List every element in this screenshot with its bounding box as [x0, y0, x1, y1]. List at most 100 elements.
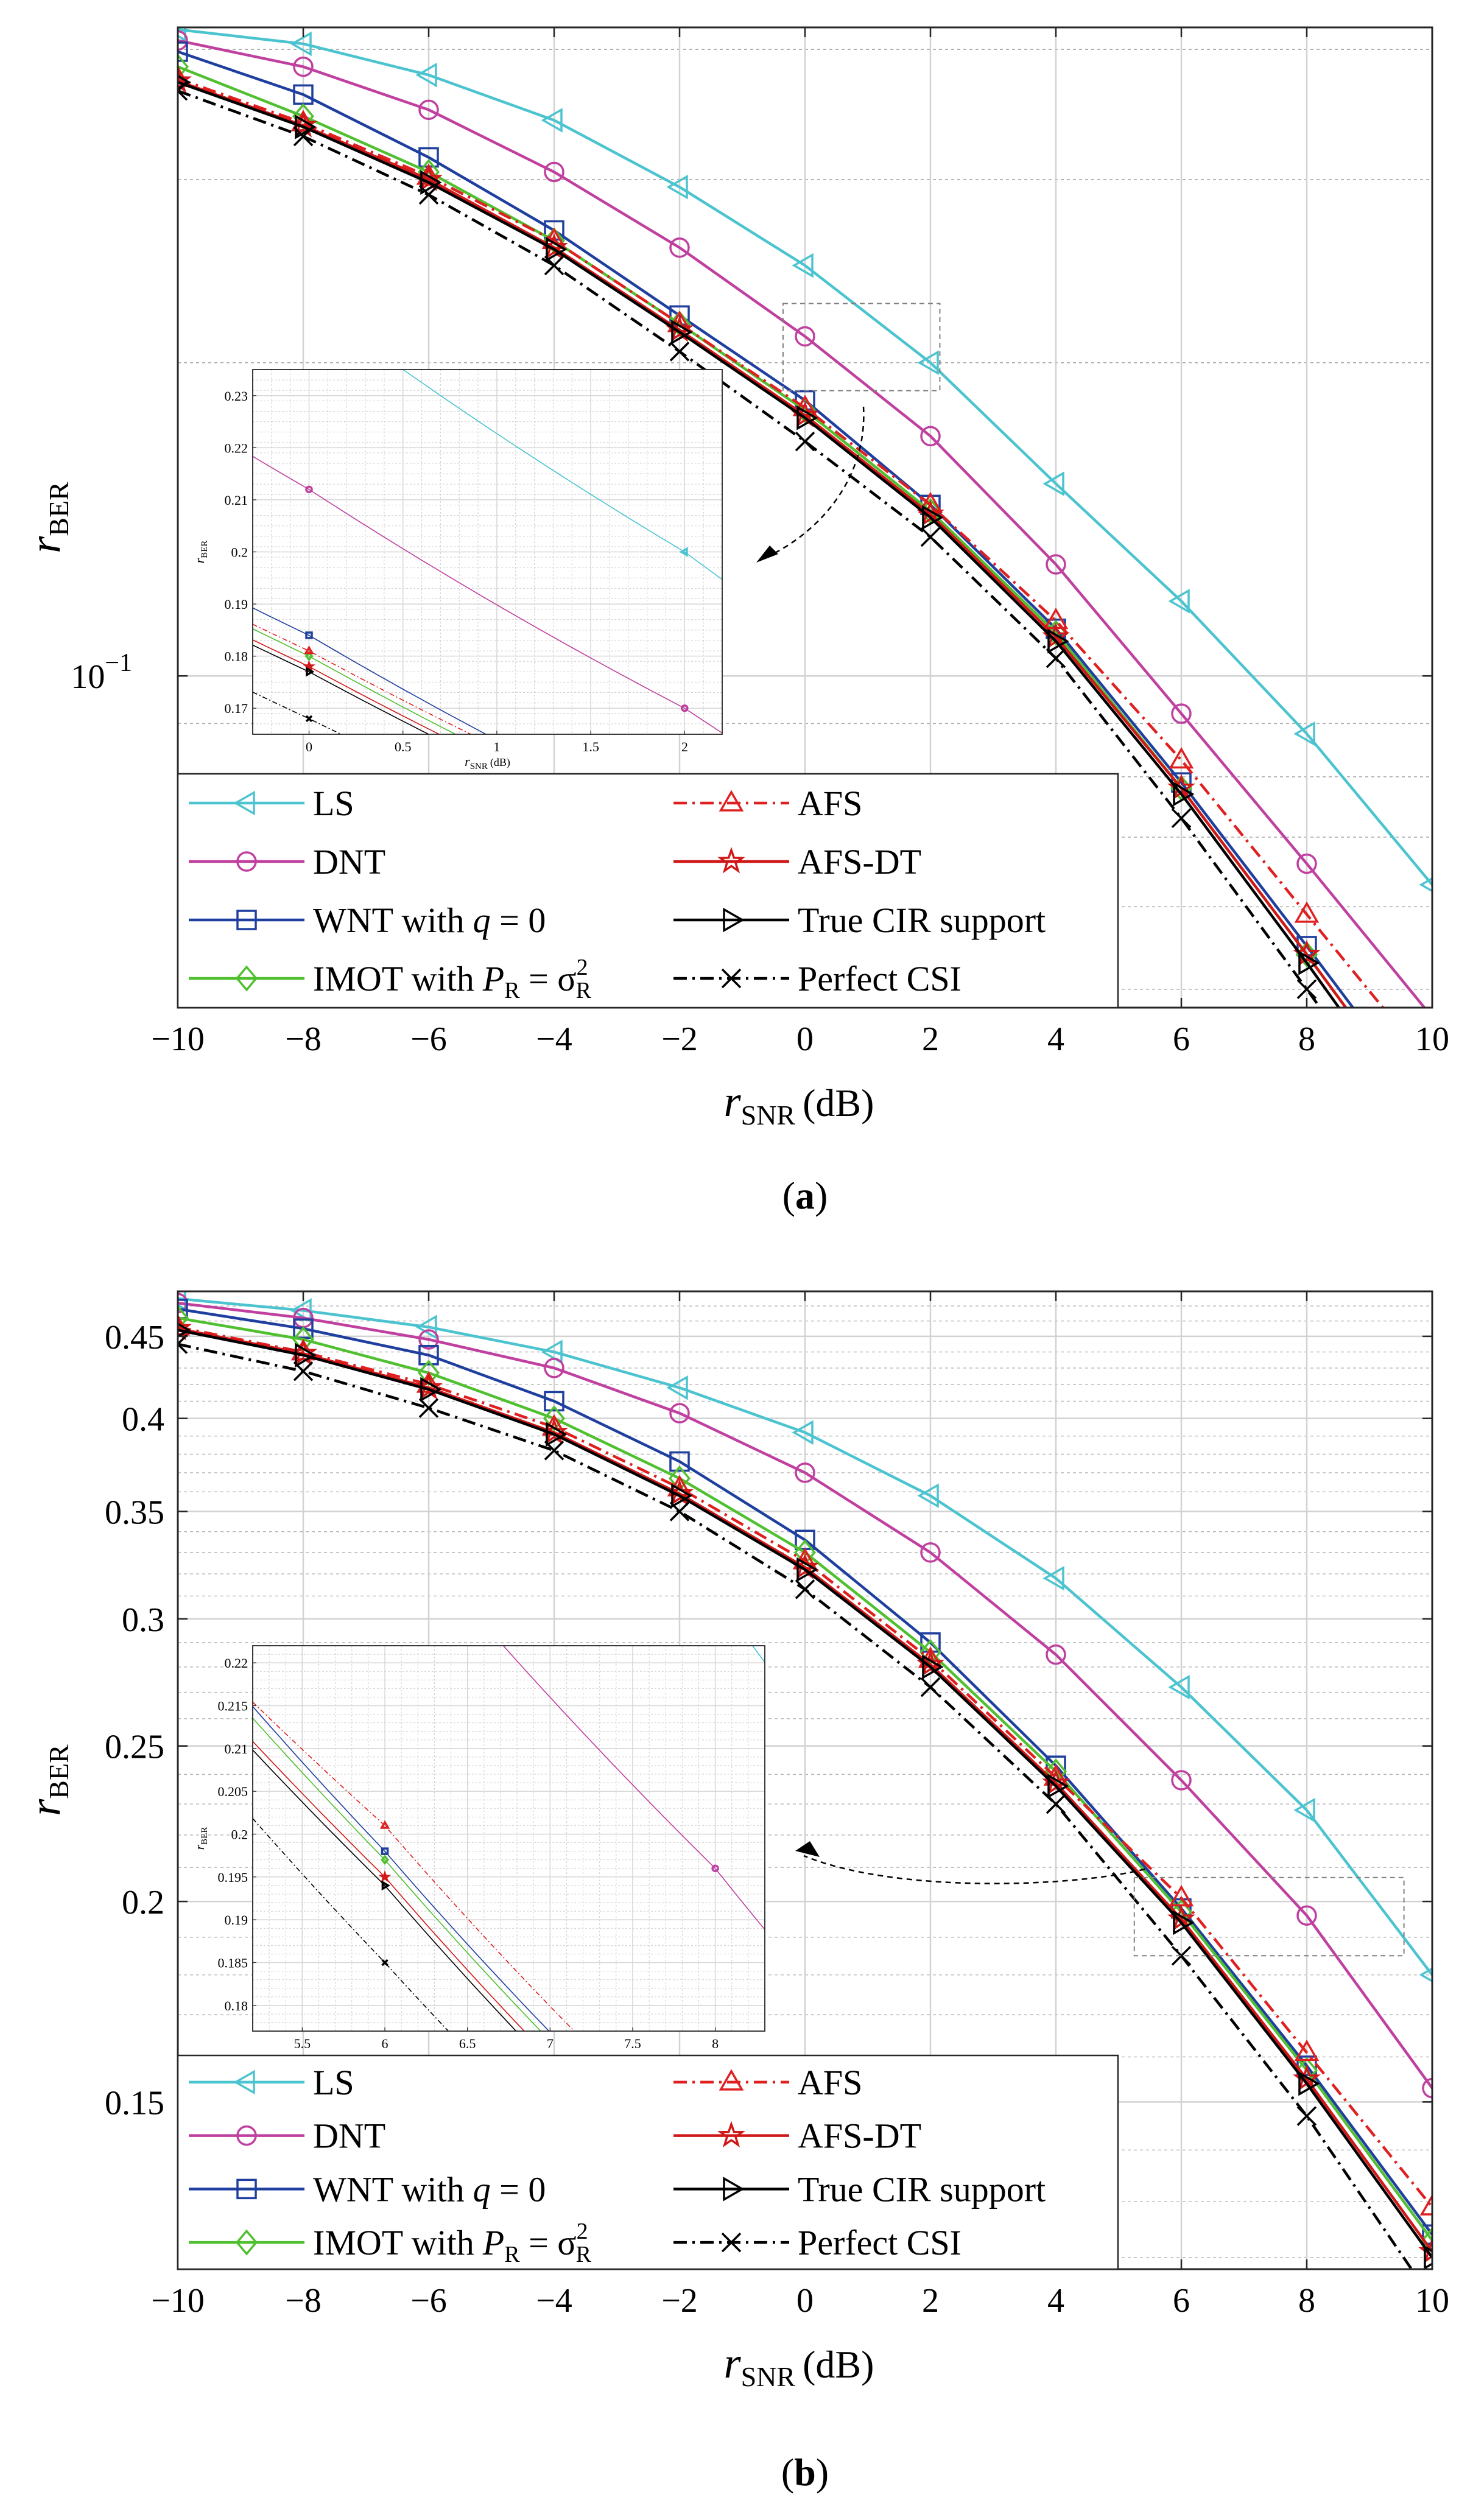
inset-x-tick-label: 0 [306, 739, 312, 754]
legend-label-5: AFS-DT [798, 2116, 921, 2156]
legend-marker-0 [233, 2069, 255, 2095]
data-point-s6-5 [796, 405, 818, 430]
legend-text: AFS [798, 2063, 862, 2102]
data-point-s7-3 [544, 255, 564, 276]
inset-box [252, 1645, 765, 2032]
data-point-s1-7 [1046, 1644, 1066, 1665]
inset-grid [253, 1646, 765, 2031]
inset-x-sub: SNR [470, 762, 488, 771]
inset-series-line-6 [253, 644, 430, 734]
inset-y-tick-label: 0.19 [225, 597, 248, 612]
data-point-s0-5 [792, 253, 814, 278]
legend-marker-6 [723, 907, 745, 933]
legend-sup: 2 [577, 955, 588, 980]
legend-marker-4 [719, 790, 744, 812]
data-point-s0-9 [1293, 721, 1315, 746]
data-point-s6-2 [420, 1377, 442, 1402]
data-point-s7-0 [178, 1334, 188, 1354]
inset-point-s5-8 [378, 1870, 392, 1883]
inset-y-tick-label: 0.21 [225, 493, 248, 508]
data-point-s6-3 [546, 1422, 568, 1447]
data-point-s6-7 [1047, 1774, 1069, 1799]
data-point-s0-10 [1419, 877, 1432, 893]
data-point-s7-1 [293, 1361, 314, 1381]
inset-y-tick-label: 0.22 [225, 440, 248, 455]
inset-y-tick-label: 0.19 [225, 1912, 248, 1928]
data-point-s1-4 [669, 1403, 690, 1423]
legend-marker-3 [235, 2229, 258, 2256]
y-tick-exponent: −1 [105, 649, 132, 677]
data-point-s2-2 [418, 1345, 439, 1366]
inset-x-tick-label: 2 [681, 739, 688, 754]
caption-close: ) [816, 2451, 829, 2494]
data-point-s7-2 [418, 184, 439, 205]
legend-label-2: WNT with q = 0 [313, 2169, 546, 2209]
legend-rest: = 0 [491, 2169, 546, 2209]
inset-x-unit: (dB) [490, 756, 510, 769]
y-tick-label: 0.45 [105, 1319, 164, 1357]
x-tick-label: 10 [1415, 2282, 1449, 2320]
data-point-s1-6 [920, 1542, 941, 1563]
data-point-s2-4 [669, 1451, 690, 1472]
data-point-s1-8 [1171, 703, 1192, 724]
series-line-6 [178, 1328, 1432, 2259]
data-point-s5-10 [1421, 1114, 1443, 1134]
inset-series [253, 1214, 765, 2031]
caption-letter: a [795, 1174, 815, 1217]
inset-x-tick-label: 1 [493, 739, 500, 754]
data-point-s0-7 [1042, 1565, 1064, 1591]
legend-marker-5 [717, 2121, 745, 2148]
legend-sup: 2 [577, 2219, 588, 2244]
y-axis-label: rBER [21, 482, 74, 553]
legend-label-0: LS [313, 784, 354, 823]
data-point-s3-3 [543, 1405, 566, 1432]
inset-y-sub: BER [200, 1827, 209, 1845]
inset-y-tick-label: 0.2 [231, 545, 248, 560]
inset-y-var: r [192, 558, 207, 563]
x-tick-label: −8 [285, 1020, 322, 1058]
inset-series-line-3 [253, 1718, 542, 2031]
inset-point-s0-8 [382, 1214, 387, 1220]
data-point-s6-2 [420, 170, 442, 195]
x-tick-label: 6 [1173, 1020, 1190, 1058]
legend-text: WNT with [313, 900, 465, 940]
inset-y-tick-label: 0.17 [225, 701, 248, 716]
zoom-arrow-head [795, 1841, 820, 1857]
data-point-s7-9 [1296, 2106, 1317, 2126]
data-point-s1-8 [1171, 1770, 1192, 1791]
legend-text: LS [313, 784, 354, 823]
inset-series-line-5 [253, 1741, 526, 2031]
inset-series-line-0 [402, 370, 722, 580]
inset-x-tick-label: 6.5 [459, 2036, 476, 2051]
legend-label-1: DNT [313, 842, 385, 882]
data-point-s0-7 [1042, 471, 1064, 496]
data-point-s0-4 [666, 174, 688, 200]
inset-point-s5-5 [303, 659, 315, 672]
legend-text: Perfect CSI [798, 2223, 961, 2262]
data-point-s0-2 [415, 62, 437, 88]
data-point-s7-4 [669, 1501, 690, 1521]
legend-text: IMOT with [313, 959, 474, 999]
inset-x-tick-label: 8 [712, 2036, 719, 2051]
legend-text: WNT with [313, 2169, 465, 2209]
x-tick-label: −2 [661, 2282, 698, 2320]
y-tick-label: 0.2 [122, 1884, 164, 1922]
zoom-arrow [762, 406, 865, 560]
data-point-s7-7 [1046, 1794, 1066, 1814]
legend-text: True CIR support [798, 2169, 1046, 2209]
inset-point-s4-8 [379, 1820, 390, 1829]
legend-label-3: IMOT with PR = σ2 R [313, 2219, 592, 2267]
series-line-0 [178, 1297, 1432, 1976]
legend-text: AFS-DT [798, 2116, 921, 2156]
data-point-s7-8 [1171, 1946, 1192, 1966]
legend-marker-7 [721, 2232, 742, 2253]
data-point-s1-2 [418, 99, 439, 121]
legend-var: P [482, 959, 504, 999]
inset-y-tick-label: 0.21 [225, 1741, 248, 1757]
inset-x-tick-label: 7.5 [624, 2036, 641, 2051]
x-tick-label: −4 [536, 1020, 572, 1058]
x-tick-label: −10 [151, 2282, 205, 2320]
data-point-s1-4 [669, 237, 690, 258]
inset-point-s2-5 [305, 631, 313, 639]
